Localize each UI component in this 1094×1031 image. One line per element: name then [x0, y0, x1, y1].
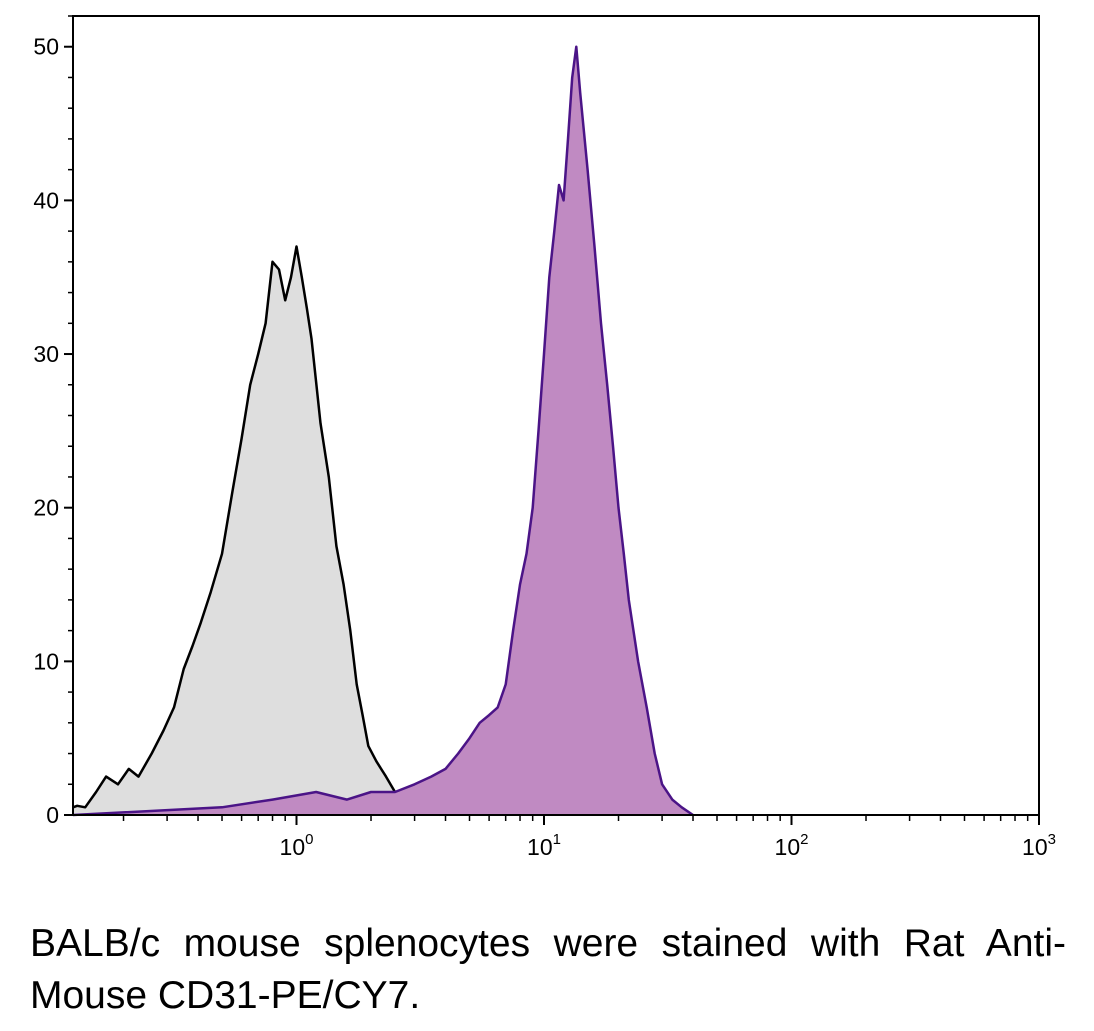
x-tick-label: 101: [527, 831, 561, 860]
y-tick-label: 10: [33, 648, 59, 674]
x-tick-label: 103: [1022, 831, 1056, 860]
x-tick-label: 102: [775, 831, 809, 860]
series-1-area: [73, 46, 693, 815]
histogram-figure: 0 10 20 30 40 50 100 101 102 103: [33, 15, 1056, 860]
series-layer: [72, 45, 694, 817]
y-tick-label: 30: [33, 341, 59, 367]
series-1-line: [72, 45, 694, 817]
y-tick-label: 0: [46, 802, 59, 828]
series-0-area: [73, 246, 440, 815]
x-axis: 100 101 102 103: [122, 815, 1056, 860]
figure-caption: BALB/c mouse splenocytes were stained wi…: [30, 922, 1066, 1017]
y-tick-label: 40: [33, 187, 59, 213]
y-tick-label: 50: [33, 34, 59, 60]
x-tick-label: 100: [280, 831, 314, 860]
y-tick-label: 20: [33, 495, 59, 521]
series-0-line: [72, 245, 441, 817]
y-axis: 0 10 20 30 40 50: [33, 15, 73, 828]
